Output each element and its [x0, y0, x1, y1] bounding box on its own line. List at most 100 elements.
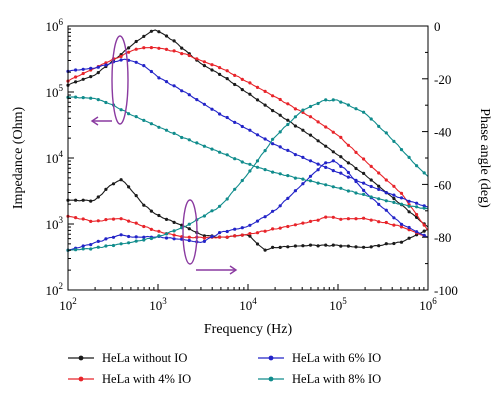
- series-3-impedance-point: [301, 155, 305, 159]
- legend-label: HeLa with 4% IO: [102, 372, 191, 386]
- series-1-phase-point: [308, 243, 313, 247]
- series-3-impedance-point: [271, 142, 275, 146]
- series-2-phase-point: [362, 216, 366, 220]
- series-3-impedance-point: [240, 124, 244, 129]
- series-4-impedance-point: [96, 98, 100, 102]
- series-4-impedance-point: [422, 206, 426, 210]
- series-4-phase-point: [218, 204, 222, 208]
- series-3-phase-point: [278, 204, 282, 208]
- series-2-impedance-point: [240, 77, 244, 81]
- series-1-phase-point: [331, 243, 335, 247]
- series-2-impedance-point: [218, 66, 222, 70]
- x-tick-label: 103: [149, 296, 167, 313]
- series-2-phase-point: [202, 236, 206, 240]
- y-right-tick-label: -80: [434, 230, 451, 245]
- series-3-phase-point: [316, 168, 320, 172]
- series-3-impedance-point: [119, 58, 123, 62]
- series-4-impedance-point: [308, 179, 313, 183]
- series-1-phase-point: [164, 217, 169, 221]
- legend-item: HeLa without IO: [68, 351, 187, 365]
- y-left-tick-label: 104: [46, 149, 64, 166]
- series-2-phase-point: [263, 229, 267, 233]
- series-1-phase-point: [271, 245, 275, 249]
- series-1-phase-point: [187, 227, 191, 231]
- series-2-phase-point: [96, 219, 100, 223]
- series-2-impedance-point: [225, 69, 229, 73]
- series-4-phase-point: [422, 171, 426, 175]
- series-4-phase-point: [127, 241, 131, 245]
- series-4-impedance-point: [233, 157, 237, 161]
- series-2-impedance-point: [164, 47, 169, 52]
- series-4-phase-point: [233, 187, 237, 191]
- series-1-phase-point: [96, 195, 100, 199]
- series-4-phase-point: [74, 248, 78, 252]
- series-2-phase-point: [74, 216, 78, 220]
- series-4-phase-point: [142, 238, 146, 242]
- series-3-impedance-point: [369, 184, 373, 189]
- series-1-phase-point: [346, 244, 350, 248]
- series-2-phase-point: [119, 217, 123, 221]
- legend-label: HeLa without IO: [102, 351, 187, 365]
- series-2-phase-point: [127, 219, 131, 223]
- series-1-impedance-point: [286, 118, 290, 122]
- series-1-impedance-point: [202, 64, 206, 68]
- series-2-impedance-point: [301, 110, 305, 114]
- series-1-impedance-point: [263, 103, 267, 107]
- series-3-impedance-point: [346, 175, 350, 179]
- series-4-impedance-point: [104, 100, 108, 105]
- series-2-impedance-point: [81, 71, 85, 76]
- series-2-impedance-point: [74, 75, 78, 79]
- series-3-phase-point: [384, 208, 388, 212]
- series-3-impedance-point: [293, 153, 297, 157]
- series-4-impedance-point: [142, 118, 146, 122]
- series-4-phase-point: [210, 209, 214, 213]
- series-3-phase-point: [362, 188, 366, 192]
- series-1-impedance-point: [392, 196, 396, 201]
- series-3-phase-point: [263, 215, 267, 219]
- legend-label: HeLa with 8% IO: [292, 372, 381, 386]
- series-1-phase-point: [377, 244, 381, 248]
- series-1-impedance-point: [225, 77, 229, 81]
- series-4-impedance-point: [354, 191, 358, 195]
- series-2-impedance-point: [119, 54, 123, 59]
- series-4-impedance-point: [271, 170, 275, 174]
- legend-item: HeLa with 4% IO: [68, 372, 191, 386]
- series-2-impedance-point: [331, 130, 335, 134]
- series-4-phase-point: [278, 130, 282, 134]
- series-1-phase-point: [149, 209, 153, 213]
- series-1-phase-point: [157, 213, 161, 218]
- series-2-phase-point: [240, 233, 244, 237]
- y-right-axis-title: Phase angle (deg): [477, 108, 492, 208]
- series-1-impedance-point: [271, 109, 275, 113]
- series-3-phase-point: [164, 236, 169, 240]
- series-2-impedance-point: [149, 46, 153, 50]
- series-2-phase-point: [187, 235, 191, 239]
- series-1-impedance-point: [233, 82, 237, 87]
- series-1-phase-point: [248, 234, 252, 238]
- series-4-phase-point: [301, 108, 305, 112]
- series-3-impedance-point: [316, 162, 320, 166]
- series-3-phase-point: [142, 235, 146, 239]
- series-3-phase-point: [354, 179, 358, 184]
- series-4-impedance-point: [195, 141, 199, 145]
- series-3-phase-point: [172, 237, 176, 241]
- series-3-impedance-point: [339, 171, 343, 175]
- series-2-impedance-point: [187, 53, 191, 58]
- series-4-phase-point: [172, 229, 176, 233]
- series-3-impedance-point: [233, 120, 237, 124]
- series-1-impedance-point: [74, 80, 78, 84]
- series-4-impedance-point: [293, 176, 297, 180]
- series-1-impedance-point: [172, 39, 176, 43]
- series-2-impedance-point: [134, 47, 138, 51]
- impedance-group-ellipse: [111, 35, 129, 125]
- series-3-impedance-point: [278, 145, 282, 149]
- series-1-phase-point: [339, 244, 343, 248]
- series-3-phase-point: [240, 226, 244, 230]
- series-1-impedance-point: [293, 124, 297, 128]
- phase-axis-arrowhead: [229, 265, 238, 275]
- series-3-phase-point: [81, 244, 85, 248]
- series-1-impedance-point: [180, 46, 184, 50]
- series-4-impedance-point: [172, 131, 176, 135]
- series-2-phase-point: [278, 226, 282, 230]
- series-1-impedance-point: [369, 178, 373, 182]
